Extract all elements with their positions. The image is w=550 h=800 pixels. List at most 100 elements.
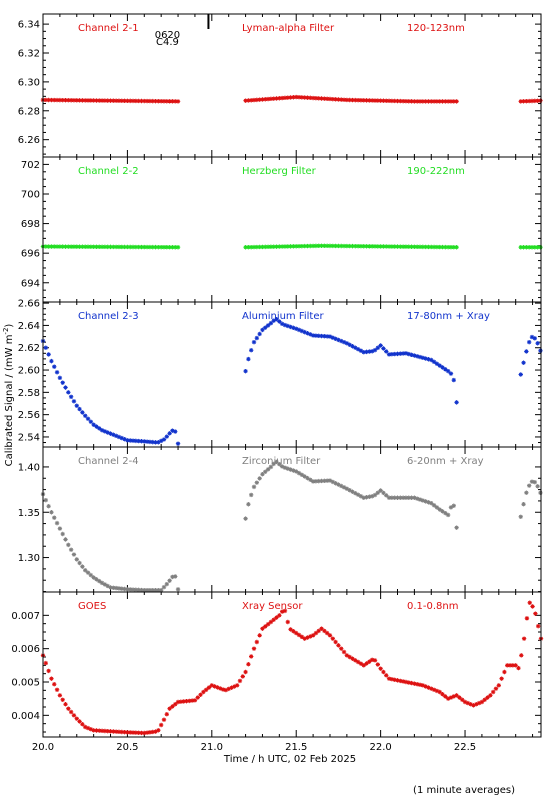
data-point — [350, 243, 355, 249]
data-point — [288, 244, 293, 249]
panels-layer: 6.26 6.28 6.30 6.32 6.34 Channel 2-1 Lyman-alp… — [11, 14, 541, 737]
data-point — [322, 96, 327, 101]
data-point — [257, 633, 262, 638]
y-tick-label: 2.56 — [18, 410, 40, 421]
data-point — [265, 622, 271, 627]
data-point — [420, 683, 426, 688]
data-point — [99, 580, 105, 586]
panel-header-middle: Aluminium Filter — [242, 311, 325, 322]
data-point — [133, 730, 139, 735]
y-axis-label-superscript: -2 — [2, 328, 10, 335]
data-point — [184, 698, 189, 704]
data-point — [125, 438, 130, 443]
data-point — [288, 467, 293, 472]
data-point — [91, 575, 96, 580]
data-point — [136, 587, 141, 593]
data-point — [532, 245, 538, 250]
x-axis-label: Time / h UTC, 02 Feb 2025 — [223, 754, 356, 765]
data-point — [353, 97, 358, 103]
data-point — [305, 95, 310, 100]
data-point — [130, 730, 136, 735]
data-point — [246, 662, 251, 667]
data-point — [294, 630, 299, 636]
data-point — [443, 367, 448, 372]
data-point — [279, 609, 285, 614]
data-point — [324, 243, 330, 249]
data-point — [263, 325, 268, 330]
data-point — [113, 98, 119, 103]
data-point — [507, 663, 513, 668]
data-point — [263, 97, 268, 102]
data-point — [423, 684, 428, 689]
data-point — [153, 440, 158, 445]
data-point — [344, 653, 350, 658]
data-point — [175, 441, 181, 446]
data-point — [105, 728, 110, 734]
data-point — [60, 531, 65, 537]
data-point — [344, 341, 350, 346]
data-point — [257, 331, 262, 337]
data-point — [412, 495, 417, 500]
data-point — [263, 244, 268, 250]
data-point — [400, 98, 406, 104]
data-point — [57, 244, 63, 249]
data-point — [77, 406, 82, 412]
data-point — [164, 244, 169, 250]
data-point — [198, 692, 203, 697]
series-channel-2-1 — [40, 94, 543, 104]
data-point — [54, 244, 60, 249]
x-tick-label: 22.0 — [369, 742, 391, 753]
data-point — [71, 244, 77, 249]
data-point — [91, 422, 96, 427]
data-point — [54, 687, 60, 692]
data-point — [150, 439, 155, 445]
data-point — [406, 351, 411, 357]
data-point — [260, 97, 265, 102]
data-point — [395, 98, 400, 104]
data-point — [420, 355, 426, 360]
data-point — [406, 680, 411, 685]
data-point — [85, 570, 91, 575]
data-point — [341, 243, 347, 249]
data-point — [66, 706, 71, 711]
data-point — [431, 359, 437, 365]
data-point — [128, 587, 133, 592]
data-point — [243, 245, 248, 250]
series-channel-2-2 — [40, 243, 543, 250]
data-point — [454, 99, 459, 104]
data-point — [158, 99, 164, 104]
data-point — [305, 475, 310, 481]
data-point — [347, 97, 352, 103]
data-point — [538, 348, 543, 353]
data-point — [77, 98, 82, 103]
data-point — [80, 722, 85, 727]
footnote: (1 minute averages) — [413, 785, 515, 796]
data-point — [116, 98, 122, 103]
data-point — [57, 693, 63, 698]
data-point — [426, 500, 431, 505]
data-point — [322, 334, 327, 339]
data-point — [468, 702, 473, 707]
data-point — [532, 479, 538, 485]
data-point — [91, 244, 96, 249]
data-point — [518, 99, 523, 104]
data-point — [277, 613, 282, 618]
data-point — [302, 243, 307, 249]
data-point — [136, 438, 141, 444]
data-point — [130, 244, 136, 250]
data-point — [94, 577, 99, 582]
data-point — [524, 98, 529, 104]
data-point — [350, 489, 355, 494]
data-point — [400, 495, 406, 500]
data-point — [524, 349, 529, 354]
data-point — [322, 243, 327, 249]
data-point — [313, 243, 319, 249]
data-point — [454, 525, 459, 530]
data-point — [164, 712, 169, 717]
y-axis-label-end: ) — [4, 324, 15, 328]
data-point — [296, 327, 302, 333]
data-point — [454, 245, 459, 250]
data-point — [361, 349, 366, 355]
data-point — [367, 349, 372, 354]
data-point — [251, 484, 257, 490]
